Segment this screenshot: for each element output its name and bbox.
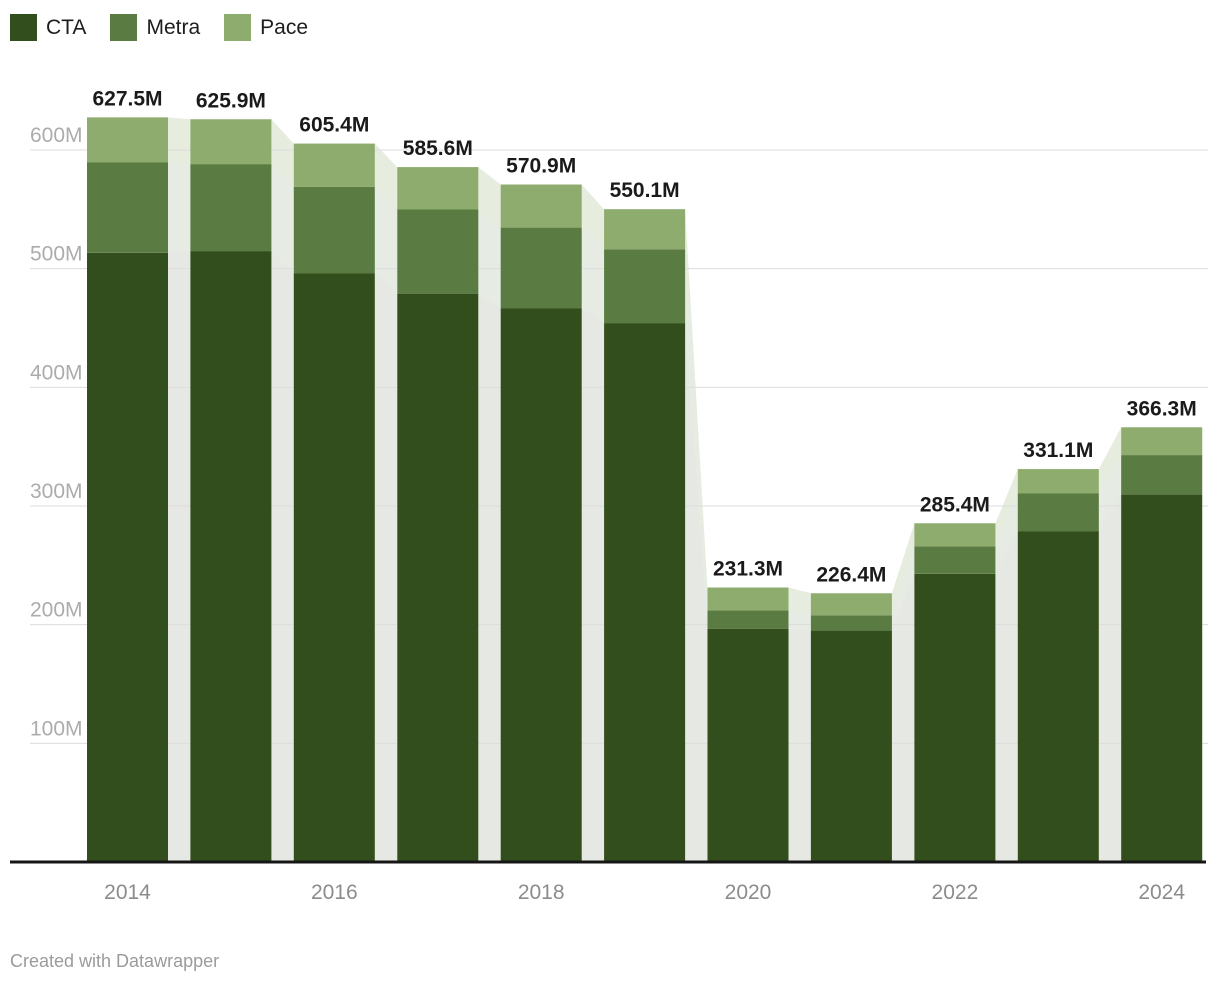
metra-swatch-icon [110, 14, 138, 41]
bar-segment-cta-2021[interactable] [810, 630, 892, 861]
chart-canvas: 100M 200M 300M 400M 500M 600M 627.5M 625.9M 605.… [10, 87, 1208, 904]
x-axis-label-2020: 2020 [725, 881, 772, 904]
total-label-2019: 550.1M [610, 179, 680, 202]
total-label-2020: 231.3M [713, 558, 783, 581]
bar-segment-cta-2014[interactable] [87, 252, 168, 862]
bar-segment-metra-2024[interactable] [1121, 455, 1203, 495]
bar-segment-pace-2014[interactable] [87, 117, 168, 163]
legend: CTA Metra Pace [10, 14, 308, 41]
y-axis-label: 500M [30, 243, 83, 266]
datawrapper-credit-link[interactable]: Created with Datawrapper [10, 951, 220, 971]
bar-segment-metra-2021[interactable] [810, 615, 892, 631]
total-label-2016: 605.4M [299, 114, 369, 137]
bar-segment-cta-2016[interactable] [293, 273, 375, 862]
bar-segment-pace-2023[interactable] [1017, 469, 1099, 494]
bar-segment-pace-2015[interactable] [190, 119, 272, 165]
total-label-2018: 570.9M [506, 155, 576, 178]
total-label-2021: 226.4M [816, 563, 886, 586]
bar-segment-pace-2020[interactable] [707, 587, 789, 611]
bar-segment-pace-2024[interactable] [1121, 427, 1203, 456]
bar-segment-metra-2017[interactable] [397, 209, 479, 294]
bar-segment-metra-2022[interactable] [914, 546, 996, 574]
legend-label-pace: Pace [260, 16, 309, 39]
y-axis-label: 100M [30, 717, 83, 740]
chart: 100M 200M 300M 400M 500M 600M 627.5M 625.9M 605.… [10, 87, 1208, 904]
y-axis-label: 200M [30, 599, 83, 622]
total-label-2014: 627.5M [92, 87, 162, 110]
bar-segment-pace-2017[interactable] [397, 167, 479, 210]
bar-segment-cta-2022[interactable] [914, 573, 996, 861]
cta-swatch-icon [10, 14, 37, 41]
total-label-2023: 331.1M [1023, 439, 1093, 462]
x-axis-label-2018: 2018 [518, 881, 565, 904]
y-axis-label: 600M [30, 124, 83, 147]
bar-segment-pace-2019[interactable] [604, 209, 686, 250]
legend-item-pace: Pace [224, 14, 308, 41]
total-label-2022: 285.4M [920, 493, 990, 516]
bar-segment-cta-2023[interactable] [1017, 531, 1099, 862]
bar-segment-cta-2015[interactable] [190, 251, 272, 862]
legend-label-metra: Metra [146, 16, 201, 39]
bar-segment-metra-2023[interactable] [1017, 493, 1099, 532]
x-axis-label-2014: 2014 [104, 881, 151, 904]
bar-segment-metra-2018[interactable] [500, 227, 582, 309]
bar-segment-metra-2019[interactable] [604, 249, 686, 324]
bar-segment-pace-2022[interactable] [914, 523, 996, 547]
y-axis-label: 400M [30, 361, 83, 384]
bar-segment-metra-2015[interactable] [190, 164, 272, 252]
bar-segment-cta-2017[interactable] [397, 293, 479, 861]
legend-item-metra: Metra [110, 14, 200, 41]
bar-segment-pace-2018[interactable] [500, 184, 582, 228]
x-axis-line [10, 860, 1206, 864]
total-label-2024: 366.3M [1127, 397, 1197, 420]
bar-segment-metra-2020[interactable] [707, 610, 789, 629]
total-label-2017: 585.6M [403, 137, 473, 160]
x-axis-label-2022: 2022 [932, 881, 979, 904]
y-axis-label: 300M [30, 480, 83, 503]
bar-segment-pace-2016[interactable] [293, 143, 375, 187]
bar-segment-metra-2014[interactable] [87, 162, 168, 253]
bar-segment-pace-2021[interactable] [810, 593, 892, 616]
bar-segment-metra-2016[interactable] [293, 186, 375, 274]
legend-item-cta: CTA [10, 14, 86, 41]
total-label-2015: 625.9M [196, 89, 266, 112]
bar-segment-cta-2019[interactable] [604, 323, 686, 862]
pace-swatch-icon [224, 14, 252, 41]
bar-segment-cta-2020[interactable] [707, 628, 789, 861]
bar-segment-cta-2018[interactable] [500, 308, 582, 862]
legend-label-cta: CTA [46, 16, 87, 39]
bar-segment-cta-2024[interactable] [1121, 494, 1203, 861]
x-axis-label-2016: 2016 [311, 881, 358, 904]
x-axis-label-2024: 2024 [1138, 881, 1185, 904]
